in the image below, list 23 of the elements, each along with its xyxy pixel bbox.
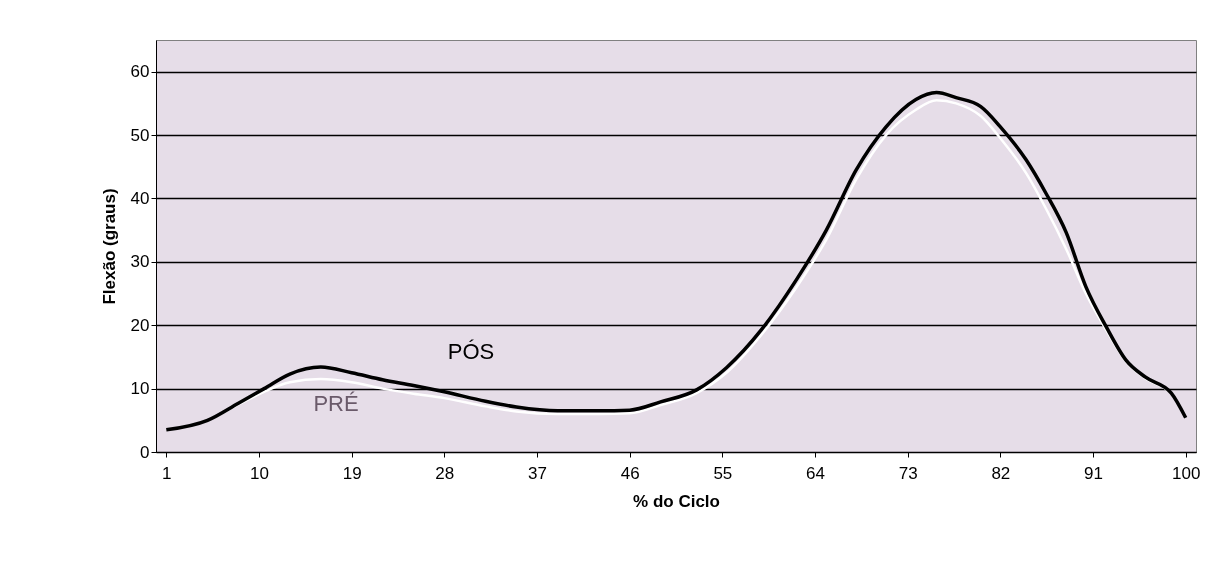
x-axis-title: % do Ciclo	[633, 491, 720, 511]
y-tick-label: 20	[130, 315, 150, 335]
series-label: PRÉ	[313, 391, 359, 416]
x-tick-label: 91	[1084, 463, 1103, 483]
y-tick-label: 60	[130, 62, 150, 82]
x-tick-label: 100	[1172, 463, 1201, 483]
x-tick-label: 37	[528, 463, 547, 483]
x-tick-label: 19	[342, 463, 362, 483]
x-tick-label: 46	[620, 463, 640, 483]
y-tick-label: 10	[130, 379, 150, 399]
x-tick-label: 64	[806, 463, 825, 483]
series-label: PÓS	[447, 339, 495, 364]
x-tick-label: 10	[250, 463, 269, 483]
x-tick-label: 28	[435, 463, 455, 483]
x-tick-label: 55	[713, 463, 733, 483]
y-tick-label: 0	[140, 442, 150, 462]
y-tick-label: 30	[130, 252, 150, 272]
x-tick-label: 1	[162, 463, 172, 483]
y-axis-title: Flexão (graus)	[99, 188, 119, 305]
y-tick-label: 50	[130, 125, 150, 145]
x-tick-label: 73	[898, 463, 918, 483]
x-tick-label: 82	[991, 463, 1011, 483]
y-tick-label: 40	[130, 188, 150, 208]
